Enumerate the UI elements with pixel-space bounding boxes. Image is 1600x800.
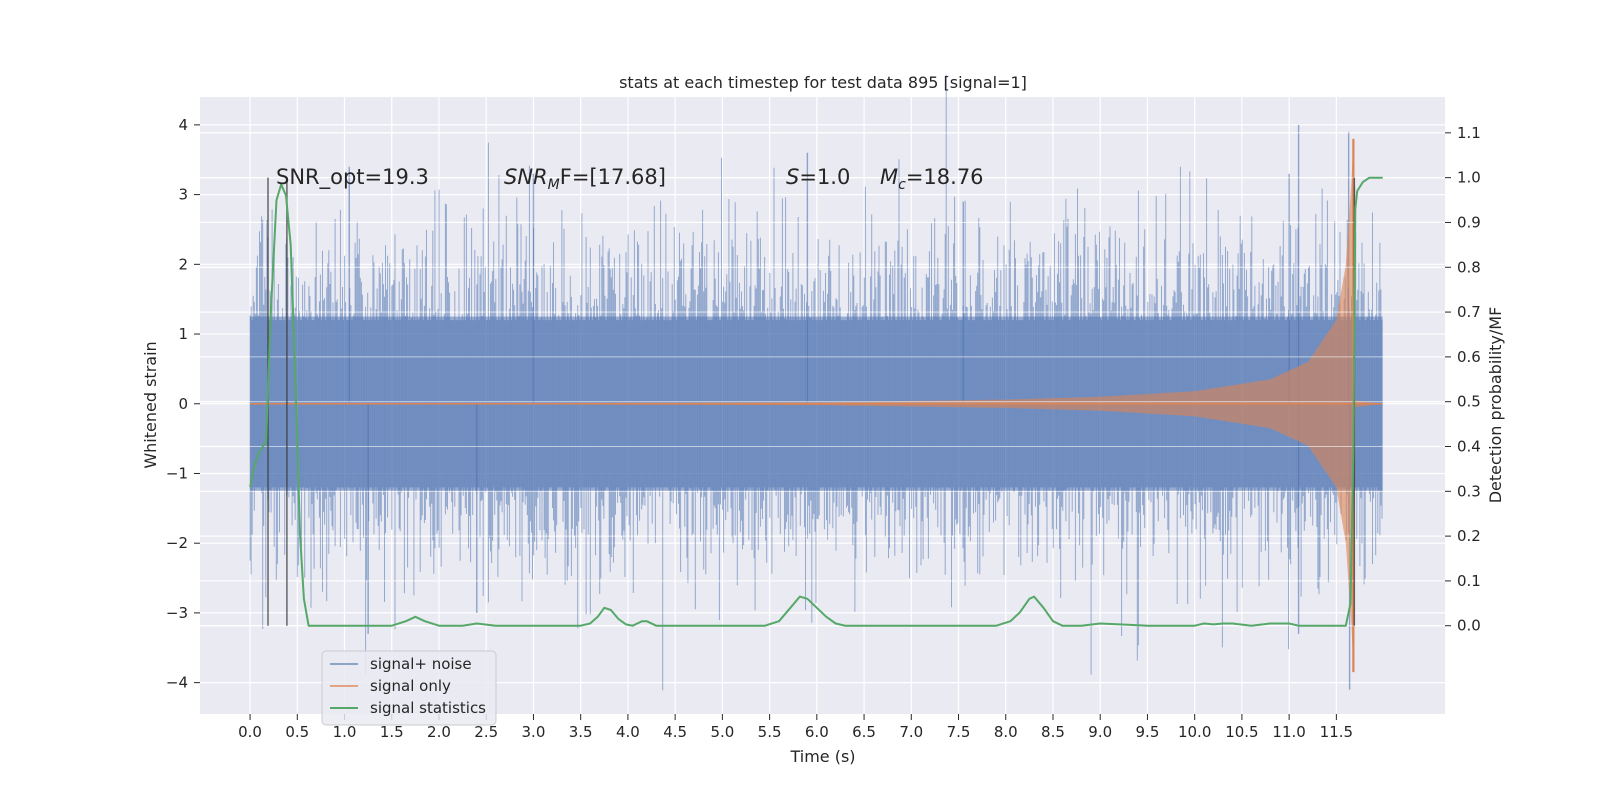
x-tick-label: 9.0 [1088, 723, 1112, 741]
x-tick-label: 10.5 [1225, 723, 1258, 741]
x-tick-label: 5.5 [758, 723, 782, 741]
snr-opt-annotation: SNR_opt=19.3 [276, 165, 429, 190]
chart-title: stats at each timestep for test data 895… [619, 73, 1027, 92]
s-label: S [786, 165, 799, 189]
left-y-tick-label: 1 [178, 325, 188, 343]
right-y-axis-label: Detection probability/MF [1486, 307, 1505, 504]
x-tick-label: 11.5 [1320, 723, 1353, 741]
right-y-tick-label: 1.1 [1457, 124, 1481, 142]
right-y-tick-label: 1.0 [1457, 169, 1481, 187]
legend-label-signal-only: signal only [370, 677, 451, 695]
x-tick-label: 1.5 [380, 723, 404, 741]
right-y-tick-label: 0.3 [1457, 482, 1481, 500]
x-tick-label: 2.5 [474, 723, 498, 741]
snr-mf-label: SNR [504, 165, 548, 189]
x-tick-label: 5.0 [710, 723, 734, 741]
left-y-tick-label: −3 [166, 604, 188, 622]
right-y-tick-label: 0.4 [1457, 437, 1481, 455]
right-y-tick-label: 0.5 [1457, 393, 1481, 411]
x-tick-label: 6.0 [805, 723, 829, 741]
left-y-tick-label: −4 [166, 674, 188, 692]
x-tick-label: 1.0 [333, 723, 357, 741]
snr-mf-annotation: SNRMF=[17.68] [504, 165, 666, 193]
right-y-tick-label: 0.2 [1457, 527, 1481, 545]
snr-mf-subscript: M [548, 177, 560, 193]
x-axis-label: Time (s) [789, 747, 855, 766]
x-tick-label: 8.5 [1041, 723, 1065, 741]
right-y-tick-label: 0.8 [1457, 258, 1481, 276]
x-tick-label: 0.0 [238, 723, 262, 741]
s-annotation: S=1.0 [786, 165, 850, 189]
x-tick-label: 11.0 [1272, 723, 1305, 741]
x-tick-label: 3.0 [522, 723, 546, 741]
right-y-tick-label: 0.7 [1457, 303, 1481, 321]
right-y-tick-label: 0.9 [1457, 213, 1481, 231]
mc-value: =18.76 [906, 165, 984, 189]
snr-mf-value: F=[17.68] [560, 165, 666, 189]
signal-statistics-line [249, 176, 1383, 627]
grid-overlay [200, 132, 1445, 627]
legend-box [321, 650, 497, 726]
legend-label-signal-statistics: signal statistics [370, 699, 486, 717]
mc-label: M [880, 165, 898, 189]
left-y-axis-ticks: 4 3 2 1 0 −1 −2 −3 −4 [166, 116, 200, 692]
right-y-tick-label: 0.0 [1457, 617, 1481, 635]
left-y-tick-label: 2 [178, 255, 188, 273]
x-tick-label: 4.0 [616, 723, 640, 741]
x-tick-label: 3.5 [569, 723, 593, 741]
left-y-tick-label: 4 [178, 116, 188, 134]
x-axis-ticks: 0.0 0.5 1.0 1.5 2.0 2.5 3.0 3.5 4.0 4.5 5.0 5.5 6.0 6… [238, 714, 1353, 741]
x-tick-label: 0.5 [285, 723, 309, 741]
x-tick-label: 2.0 [427, 723, 451, 741]
legend: signal+ noise signal only signal statist… [321, 650, 497, 726]
left-y-tick-label: 3 [178, 186, 188, 204]
x-tick-label: 8.0 [994, 723, 1018, 741]
right-y-tick-label: 0.1 [1457, 572, 1481, 590]
x-tick-label: 4.5 [663, 723, 687, 741]
legend-label-signal-noise: signal+ noise [370, 655, 472, 673]
x-tick-label: 9.5 [1136, 723, 1160, 741]
x-tick-label: 7.0 [899, 723, 923, 741]
s-value: =1.0 [799, 165, 850, 189]
right-y-tick-label: 0.6 [1457, 348, 1481, 366]
left-y-tick-label: 0 [178, 395, 188, 413]
left-y-axis-label: Whitened strain [141, 341, 160, 468]
x-tick-label: 7.5 [947, 723, 971, 741]
x-tick-label: 6.5 [852, 723, 876, 741]
left-y-tick-label: −1 [166, 464, 188, 482]
annotations: SNR_opt=19.3 SNRMF=[17.68] S=1.0 Mc=18.7… [276, 165, 984, 193]
right-y-axis-ticks: 1.1 1.0 0.9 0.8 0.7 0.6 0.5 0.4 0.3 0.2 0.1 0.0 [1445, 124, 1481, 635]
signal-statistics-series [249, 176, 1383, 627]
x-tick-label: 10.0 [1178, 723, 1211, 741]
left-y-tick-label: −2 [166, 534, 188, 552]
mc-subscript: c [898, 177, 906, 193]
mc-annotation: Mc=18.76 [880, 165, 984, 193]
